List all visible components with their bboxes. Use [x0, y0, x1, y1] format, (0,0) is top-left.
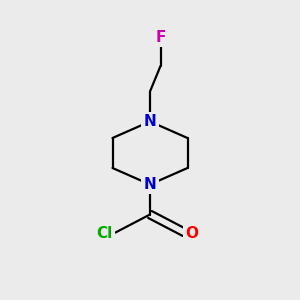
Text: Cl: Cl: [96, 226, 112, 242]
Text: N: N: [144, 114, 156, 129]
Text: N: N: [144, 177, 156, 192]
Text: F: F: [155, 30, 166, 45]
Text: O: O: [185, 226, 199, 242]
